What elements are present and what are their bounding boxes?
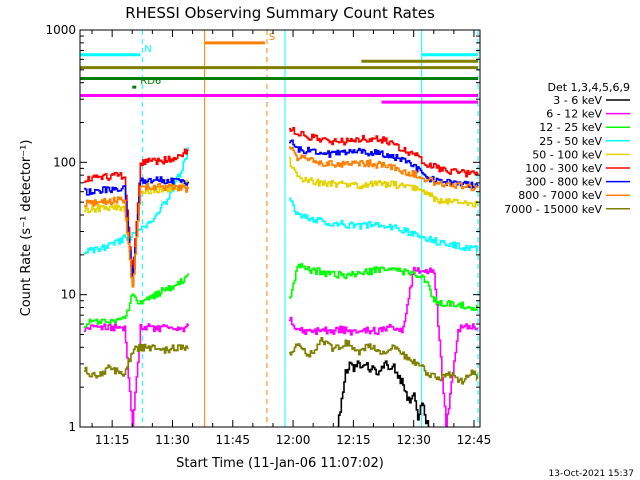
flag-label-fd3: FD3 (482, 57, 502, 68)
footer-timestamp: 13-Oct-2021 15:37 (548, 469, 634, 479)
legend-label-2: 12 - 25 keV (539, 121, 602, 134)
y-tick-label: 1 (68, 420, 76, 434)
series-1-segment-0 (84, 322, 190, 427)
legend-label-5: 100 - 300 keV (525, 162, 602, 175)
flag-label-rd6: RD6 (140, 76, 161, 87)
flag-label-fd1: FD1 (482, 50, 502, 61)
flag-label-a1: A1 (482, 91, 495, 102)
legend-label-6: 300 - 800 keV (525, 176, 602, 189)
y-tick-label: 1000 (45, 23, 76, 37)
flag-label-n: N (144, 44, 151, 55)
series-4-segment-1 (289, 156, 479, 208)
series-8-segment-1 (289, 337, 479, 385)
y-tick-label: 100 (53, 155, 76, 169)
series-5-segment-1 (289, 126, 479, 178)
series-8-segment-0 (84, 343, 190, 379)
x-tick-label: 12:00 (276, 433, 311, 447)
chart-title: RHESSI Observing Summary Count Rates (125, 4, 435, 22)
series-0-segment-0 (337, 360, 430, 427)
axes: 1 10 100 1000 11:15 11:30 11:45 12:00 12:15 12:30… (45, 23, 491, 447)
y-axis-label: Count Rate (s⁻¹ detector⁻¹) (19, 140, 34, 317)
plot-frame (79, 29, 481, 428)
y-tick-label: 10 (61, 288, 76, 302)
legend-title: Det 1,3,4,5,6,9 (547, 81, 630, 94)
x-tick-label: 12:15 (336, 433, 371, 447)
series-1-segment-1 (289, 266, 479, 427)
x-tick-label: 11:15 (95, 433, 130, 447)
flag-label-s: S (269, 32, 275, 43)
x-axis-label: Start Time (11-Jan-06 11:07:02) (176, 456, 384, 471)
legend-label-8: 7000 - 15000 keV (504, 203, 602, 216)
flag-label-rd0: RD0 (482, 68, 503, 79)
series-2-segment-1 (289, 263, 479, 311)
x-tick-label: 12:30 (396, 433, 431, 447)
series-3-segment-1 (289, 197, 479, 255)
series-7-segment-0 (84, 182, 190, 288)
legend-label-3: 25 - 50 keV (539, 135, 602, 148)
legend-label-4: 50 - 100 keV (532, 148, 602, 161)
legend-label-1: 6 - 12 keV (546, 108, 602, 121)
flag-label-a0: A0 (482, 84, 495, 95)
x-tick-label: 12:45 (457, 433, 492, 447)
x-tick-label: 11:45 (215, 433, 250, 447)
legend-label-0: 3 - 6 keV (553, 94, 602, 107)
series-7-segment-1 (289, 146, 479, 192)
x-tick-label: 11:30 (155, 433, 190, 447)
series-5-segment-0 (84, 148, 190, 282)
legend-label-7: 800 - 7000 keV (518, 189, 602, 202)
series-2-segment-0 (84, 273, 190, 329)
